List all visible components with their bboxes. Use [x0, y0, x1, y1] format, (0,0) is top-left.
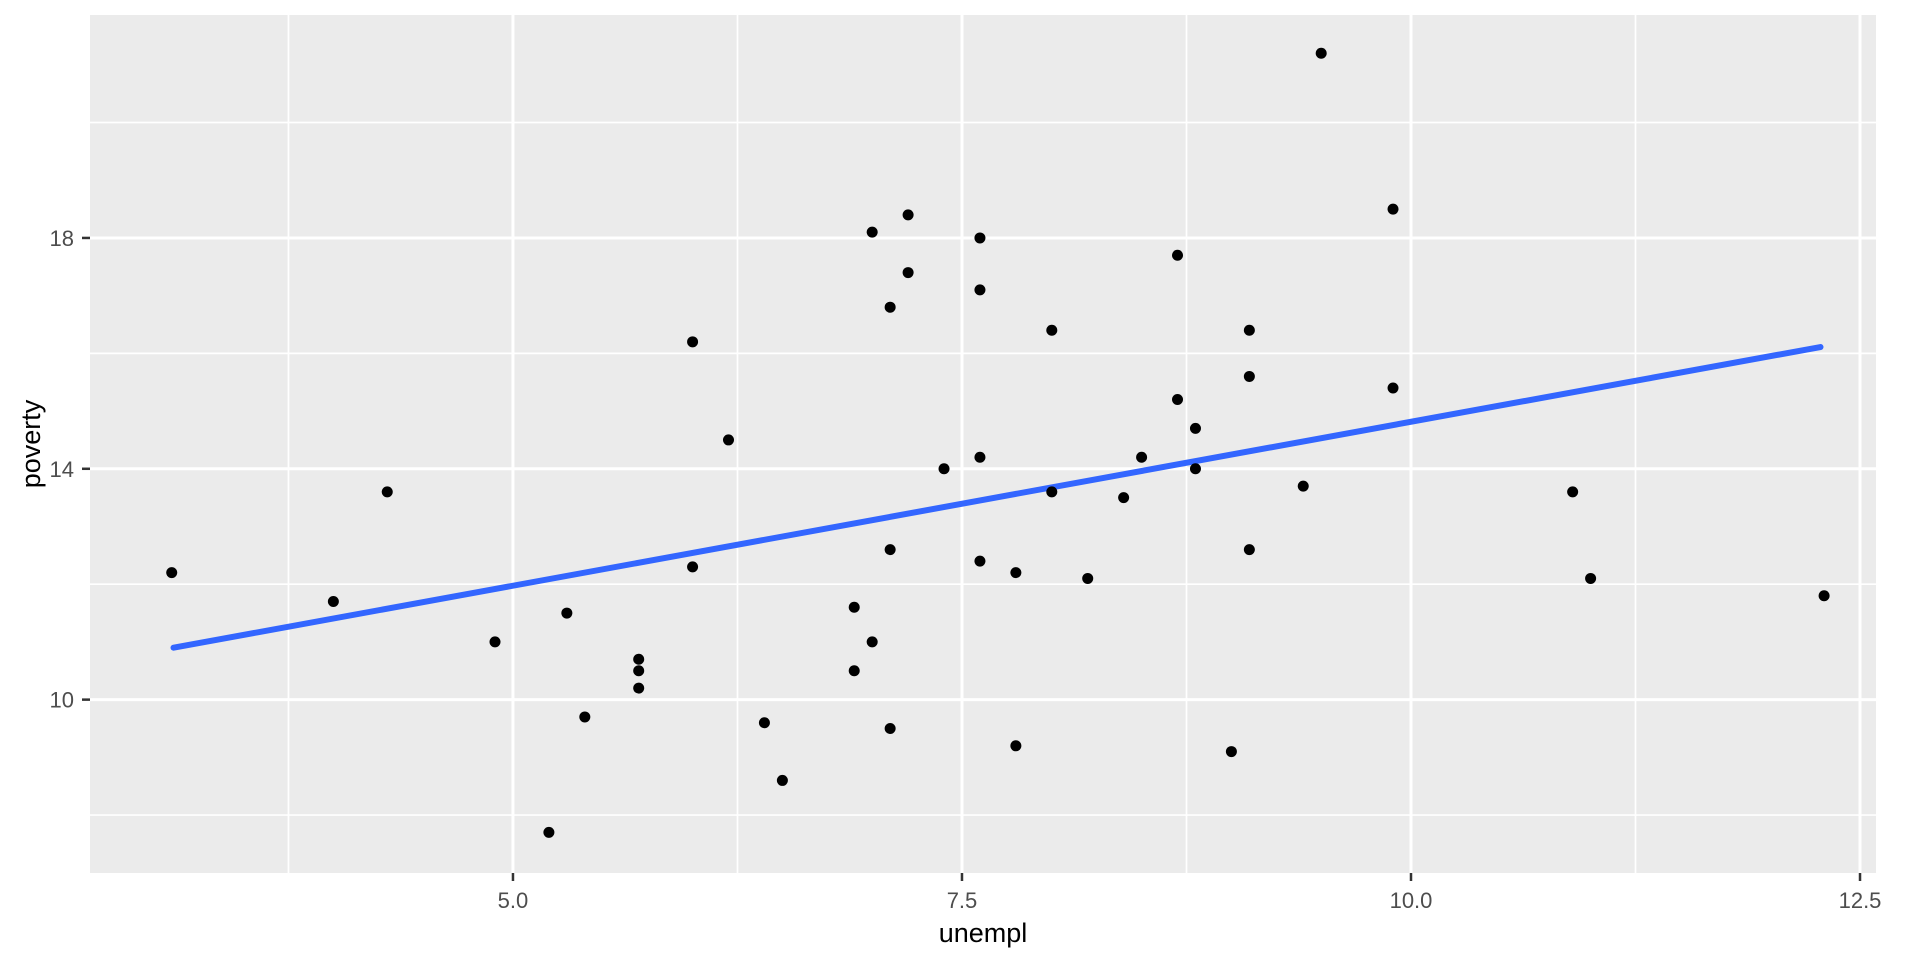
data-point — [866, 226, 878, 238]
axis-tick-marks — [82, 236, 1862, 881]
data-point — [1136, 451, 1148, 463]
data-point — [1818, 590, 1830, 602]
data-point — [1046, 486, 1058, 498]
data-point — [687, 336, 699, 348]
data-point — [1118, 492, 1130, 504]
data-point — [974, 284, 986, 296]
data-point — [1189, 463, 1201, 475]
data-point — [1225, 746, 1237, 758]
data-point — [1189, 422, 1201, 434]
data-point — [1567, 486, 1579, 498]
data-point — [884, 544, 896, 556]
data-point — [1243, 324, 1255, 336]
x-axis-tick-label: 5.0 — [498, 888, 529, 913]
data-point — [776, 774, 788, 786]
regression-line-layer — [170, 344, 1824, 651]
data-point — [1010, 740, 1022, 752]
data-point — [1172, 394, 1184, 406]
x-axis-title: unempl — [939, 918, 1028, 948]
data-point — [633, 653, 645, 665]
major-gridlines — [90, 15, 1876, 873]
y-axis-tick-label: 10 — [50, 688, 74, 713]
data-point — [866, 636, 878, 648]
data-point — [633, 665, 645, 677]
data-point — [848, 665, 860, 677]
axis-tick-labels: 5.0 7.5 10.0 12.5 10 14 18 — [50, 226, 1882, 913]
data-point — [884, 301, 896, 313]
x-axis-tick-label: 7.5 — [947, 888, 978, 913]
data-point — [902, 209, 914, 221]
data-point — [974, 555, 986, 567]
data-point — [327, 596, 339, 608]
data-point — [902, 267, 914, 279]
data-point — [1387, 203, 1399, 215]
data-point — [579, 711, 591, 723]
data-point — [722, 434, 734, 446]
data-point — [543, 826, 555, 838]
data-point — [884, 722, 896, 734]
data-point — [1315, 47, 1327, 59]
data-point — [1585, 572, 1597, 584]
data-point — [166, 567, 178, 579]
data-point — [1046, 324, 1058, 336]
x-axis-tick-label: 10.0 — [1390, 888, 1433, 913]
data-point — [1243, 370, 1255, 382]
data-point — [1387, 382, 1399, 394]
data-point — [687, 561, 699, 573]
y-axis-tick-label: 18 — [50, 226, 74, 251]
data-point — [489, 636, 501, 648]
data-point — [633, 682, 645, 694]
data-point — [561, 607, 573, 619]
data-point — [848, 601, 860, 613]
plot-panel-background — [90, 15, 1876, 873]
y-axis-title: poverty — [16, 399, 46, 488]
y-axis-tick-label: 14 — [50, 457, 74, 482]
data-point — [974, 451, 986, 463]
data-point — [1172, 249, 1184, 261]
data-point — [938, 463, 950, 475]
data-point — [974, 232, 986, 244]
data-point — [758, 717, 770, 729]
regression-line — [170, 344, 1824, 651]
x-axis-tick-label: 12.5 — [1839, 888, 1882, 913]
minor-gridlines — [90, 15, 1876, 873]
data-point — [1010, 567, 1022, 579]
data-point — [1082, 572, 1094, 584]
scatter-points-layer — [166, 47, 1830, 838]
data-point — [381, 486, 393, 498]
data-point — [1297, 480, 1309, 492]
data-point — [1243, 544, 1255, 556]
